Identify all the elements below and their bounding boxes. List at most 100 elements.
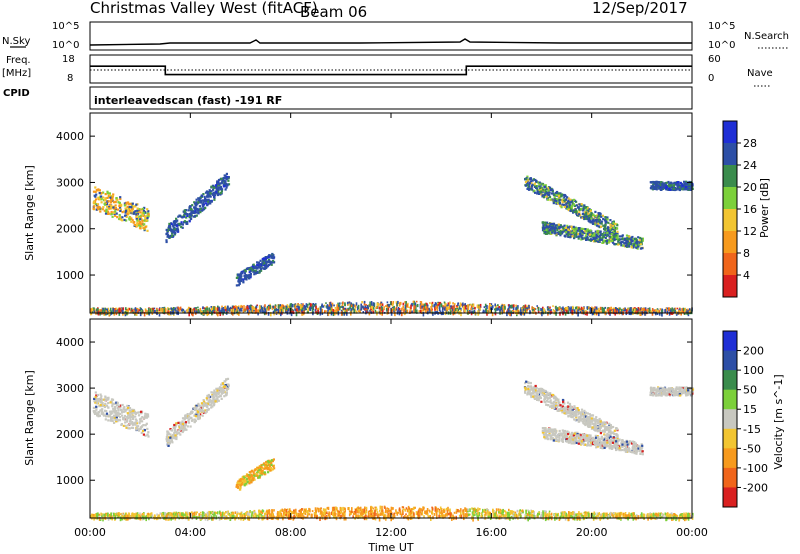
- ground-scatter-point: [586, 311, 588, 316]
- echo-point: [627, 243, 630, 246]
- echo-point: [544, 221, 547, 224]
- echo-point: [113, 405, 117, 408]
- echo-point: [541, 194, 544, 197]
- echo-point: [194, 415, 198, 418]
- y-tick-label: 4000: [56, 130, 84, 143]
- echo-point: [584, 213, 587, 216]
- echo-point: [186, 425, 189, 428]
- echo-point: [586, 236, 589, 239]
- echo-point: [598, 212, 601, 216]
- echo-point: [235, 284, 238, 287]
- echo-point: [581, 234, 584, 237]
- echo-point: [272, 254, 275, 257]
- ground-scatter-point: [504, 305, 506, 310]
- echo-point: [650, 181, 653, 184]
- ground-scatter-point: [543, 308, 545, 312]
- ground-scatter-point: [364, 308, 366, 311]
- ground-scatter-point: [386, 301, 389, 304]
- echo-point: [135, 217, 138, 221]
- echo-point: [660, 188, 663, 191]
- ground-scatter-point: [361, 301, 363, 304]
- echo-point: [139, 223, 142, 226]
- echo-point: [625, 245, 629, 248]
- echo-point: [596, 229, 599, 232]
- echo-point: [551, 225, 554, 228]
- echo-point: [125, 219, 128, 222]
- ground-scatter-point: [344, 309, 346, 312]
- echo-point: [167, 442, 170, 445]
- echo-point: [206, 194, 209, 197]
- echo-point: [103, 414, 106, 417]
- ground-scatter-point: [459, 302, 462, 307]
- ground-scatter-point: [436, 307, 439, 311]
- echo-point: [237, 284, 240, 287]
- echo-point: [588, 238, 591, 242]
- ground-scatter-point: [268, 306, 270, 311]
- echo-point: [630, 246, 633, 249]
- echo-point: [546, 221, 549, 224]
- echo-point: [578, 229, 581, 232]
- echo-point: [567, 200, 570, 203]
- echo-point: [615, 243, 618, 246]
- echo-point: [117, 404, 121, 407]
- echo-point: [571, 231, 574, 234]
- echo-point: [561, 232, 564, 235]
- ground-scatter-point: [381, 303, 384, 307]
- echo-point: [178, 222, 181, 225]
- echo-point: [96, 203, 99, 206]
- echo-point: [575, 211, 578, 214]
- ground-scatter-point: [537, 307, 540, 312]
- echo-point: [567, 232, 570, 235]
- ground-scatter-point: [472, 304, 474, 308]
- echo-point: [581, 216, 584, 220]
- ground-scatter-point: [555, 309, 558, 312]
- echo-point: [573, 204, 577, 207]
- echo-point: [589, 235, 592, 238]
- echo-point: [684, 181, 687, 185]
- echo-point: [123, 406, 126, 409]
- echo-point: [143, 417, 146, 420]
- echo-point: [136, 217, 140, 220]
- ground-scatter-point: [414, 305, 416, 310]
- echo-point: [111, 403, 114, 406]
- echo-point: [555, 227, 558, 230]
- echo-point: [254, 269, 257, 272]
- echo-point: [133, 211, 136, 214]
- echo-point: [212, 404, 216, 407]
- echo-point: [131, 421, 134, 424]
- echo-point: [181, 430, 184, 434]
- echo-point: [570, 207, 573, 210]
- echo-point: [626, 240, 629, 243]
- echo-point: [201, 406, 204, 409]
- echo-point: [589, 220, 592, 223]
- echo-point: [640, 241, 643, 244]
- echo-point: [129, 422, 132, 426]
- echo-point: [592, 220, 595, 223]
- ground-scatter-point: [376, 306, 378, 309]
- echo-point: [555, 198, 558, 201]
- echo-point: [538, 185, 541, 188]
- echo-point: [110, 199, 113, 202]
- echo-point: [123, 210, 126, 213]
- echo-point: [681, 184, 684, 187]
- colorbar-tick-label: 20: [743, 181, 757, 194]
- ground-scatter-point: [241, 305, 243, 308]
- echo-point: [592, 237, 595, 240]
- echo-point: [269, 466, 272, 469]
- echo-point: [684, 188, 687, 191]
- echo-point: [130, 220, 133, 223]
- ground-scatter-point: [369, 301, 371, 306]
- echo-point: [218, 184, 221, 187]
- echo-point: [187, 421, 191, 424]
- echo-point: [165, 228, 168, 231]
- echo-point: [123, 414, 127, 418]
- echo-point: [600, 215, 603, 218]
- ground-scatter-point: [326, 304, 329, 308]
- ground-scatter-point: [405, 301, 407, 303]
- ground-scatter-point: [593, 308, 596, 313]
- echo-point: [217, 187, 220, 190]
- echo-point: [582, 237, 585, 240]
- echo-point: [542, 188, 545, 191]
- echo-point: [538, 183, 541, 186]
- echo-point: [258, 271, 261, 274]
